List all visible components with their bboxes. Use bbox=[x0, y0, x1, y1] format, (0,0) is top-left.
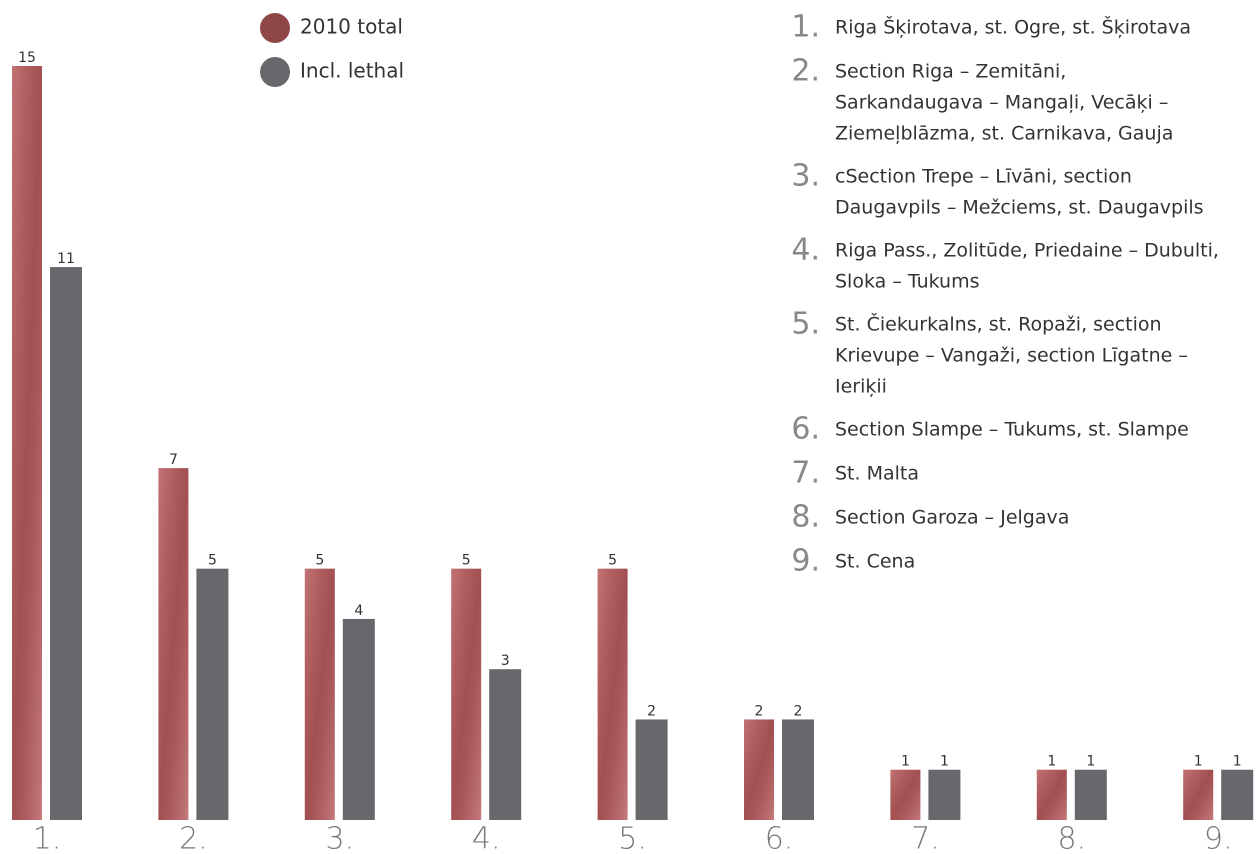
bar-texture bbox=[158, 468, 189, 820]
note-number: 4. bbox=[791, 233, 820, 268]
note-text: Daugavpils – Mežciems, st. Daugavpils bbox=[835, 197, 1204, 219]
value-label: 1 bbox=[1194, 754, 1203, 770]
bar-texture bbox=[597, 568, 628, 820]
value-label: 5 bbox=[608, 553, 617, 569]
bar-texture bbox=[12, 66, 42, 820]
bar bbox=[1074, 769, 1107, 820]
note-text: Section Slampe – Tukums, st. Slampe bbox=[835, 419, 1189, 441]
note-number: 8. bbox=[791, 500, 820, 535]
note-number: 6. bbox=[791, 412, 820, 447]
note-number: 3. bbox=[791, 159, 820, 194]
value-label: 7 bbox=[169, 452, 178, 468]
note-text: Krievupe – Vangaži, section Līgatne – bbox=[835, 345, 1188, 367]
bar bbox=[489, 669, 522, 820]
bar bbox=[50, 267, 82, 821]
bar bbox=[635, 719, 668, 820]
note-text: cSection Trepe – Līvāni, section bbox=[835, 166, 1132, 188]
note-number: 1. bbox=[791, 10, 820, 45]
note-text: Riga Šķirotava, st. Ogre, st. Šķirotava bbox=[835, 15, 1191, 39]
bar bbox=[342, 618, 375, 820]
value-label: 1 bbox=[1086, 754, 1095, 770]
value-label: 2 bbox=[647, 703, 656, 719]
value-label: 5 bbox=[315, 553, 324, 569]
x-tick-label: 2. bbox=[179, 822, 208, 854]
bar bbox=[1221, 769, 1254, 820]
note-text: Section Garoza – Jelgava bbox=[835, 507, 1069, 529]
note-text: Ziemeļblāzma, st. Carnikava, Gauja bbox=[835, 123, 1173, 145]
value-label: 11 bbox=[57, 251, 75, 267]
value-label: 1 bbox=[940, 754, 949, 770]
note-text: St. Malta bbox=[835, 463, 919, 485]
legend-swatch bbox=[260, 57, 290, 87]
legend-label: 2010 total bbox=[300, 15, 403, 39]
x-tick-label: 1. bbox=[33, 822, 62, 854]
value-label: 15 bbox=[18, 50, 36, 66]
value-label: 1 bbox=[901, 754, 910, 770]
value-label: 1 bbox=[1233, 754, 1242, 770]
bar-texture bbox=[304, 568, 335, 820]
note-text: Riga Pass., Zolitūde, Priedaine – Dubult… bbox=[835, 240, 1219, 262]
x-tick-label: 7. bbox=[911, 822, 940, 854]
note-text: Section Riga – Zemitāni, bbox=[835, 61, 1066, 83]
legend-swatch bbox=[260, 13, 290, 43]
value-label: 5 bbox=[208, 553, 217, 569]
note-text: Sloka – Tukums bbox=[835, 271, 980, 293]
note-number: 7. bbox=[791, 456, 820, 491]
value-label: 2 bbox=[794, 703, 803, 719]
note-number: 5. bbox=[791, 307, 820, 342]
value-label: 5 bbox=[462, 553, 471, 569]
x-tick-label: 8. bbox=[1057, 822, 1086, 854]
value-label: 1 bbox=[1047, 754, 1056, 770]
note-text: St. Čiekurkalns, st. Ropaži, section bbox=[835, 312, 1162, 336]
bar-texture bbox=[451, 568, 482, 820]
x-tick-label: 5. bbox=[618, 822, 647, 854]
note-text: Ieriķii bbox=[835, 376, 887, 398]
value-label: 3 bbox=[501, 653, 510, 669]
bar bbox=[928, 769, 961, 820]
note-text: St. Cena bbox=[835, 551, 915, 573]
bar bbox=[196, 568, 229, 820]
x-tick-label: 6. bbox=[765, 822, 794, 854]
bar-texture bbox=[744, 719, 774, 820]
bar bbox=[782, 719, 814, 820]
note-number: 9. bbox=[791, 544, 820, 579]
note-text: Sarkandaugava – Mangaļi, Vecāķi – bbox=[835, 92, 1168, 114]
x-tick-label: 3. bbox=[325, 822, 354, 854]
legend-label: Incl. lethal bbox=[300, 59, 404, 83]
value-label: 4 bbox=[354, 603, 363, 619]
bar-texture bbox=[890, 769, 921, 820]
x-tick-label: 9. bbox=[1204, 822, 1233, 854]
bar-texture bbox=[1036, 769, 1067, 820]
x-tick-label: 4. bbox=[472, 822, 501, 854]
bar-texture bbox=[1183, 769, 1214, 820]
value-label: 2 bbox=[755, 703, 764, 719]
note-number: 2. bbox=[791, 54, 820, 89]
